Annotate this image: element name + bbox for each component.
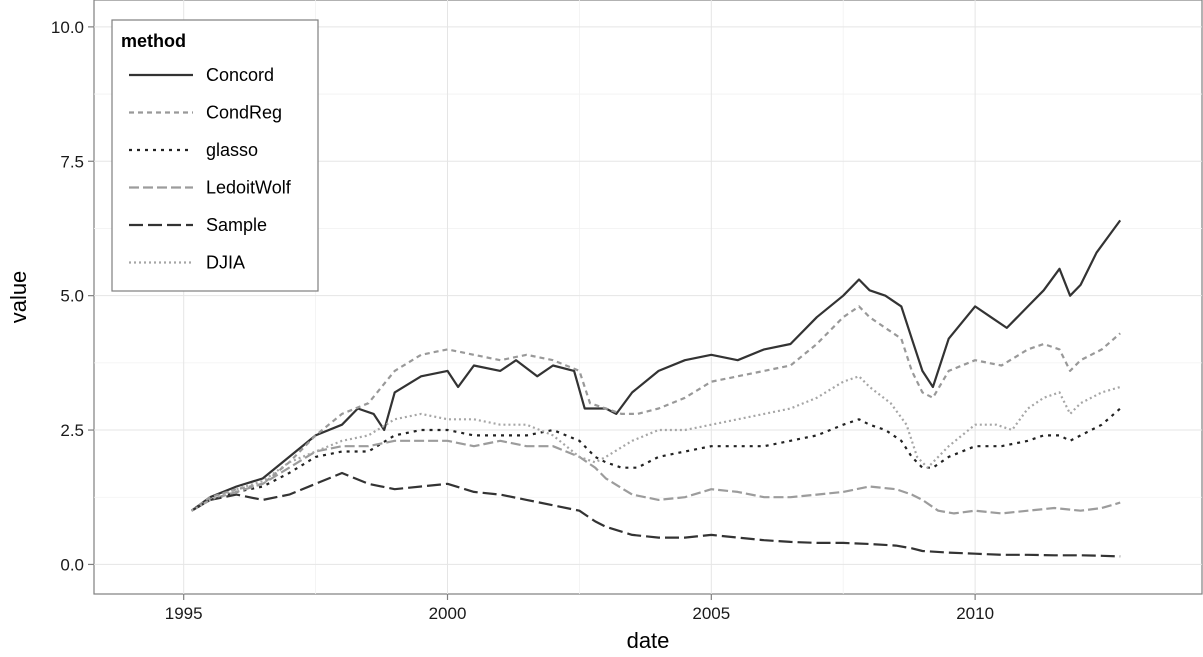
series-line-glasso: [191, 407, 1121, 512]
x-tick-label: 2005: [692, 604, 730, 623]
series-line-djia: [191, 375, 1121, 512]
legend-label-condreg: CondReg: [206, 103, 282, 123]
series-line-ledoitwolf: [191, 439, 1121, 515]
series-line-sample: [191, 471, 1121, 558]
legend-label-djia: DJIA: [206, 253, 245, 273]
legend-label-sample: Sample: [206, 215, 267, 235]
x-axis: 1995 2000 2005 2010: [165, 594, 994, 623]
y-tick-label: 7.5: [60, 152, 84, 171]
y-tick-label: 2.5: [60, 421, 84, 440]
y-axis: 0.0 2.5 5.0 7.5 10.0: [51, 18, 94, 574]
legend-title: method: [121, 31, 186, 51]
y-axis-title: value: [6, 271, 31, 324]
series-line-condreg: [190, 305, 1121, 512]
legend-items: Concord CondReg glasso LedoitWolf Sample DJIA: [129, 65, 292, 273]
x-axis-title: date: [627, 628, 670, 653]
series-line-concord: [190, 219, 1122, 512]
y-tick-label: 0.0: [60, 555, 84, 574]
legend-label-ledoitwolf: LedoitWolf: [206, 178, 292, 198]
x-tick-label: 2010: [956, 604, 994, 623]
legend: method Concord CondReg glasso LedoitWolf Sam…: [111, 19, 319, 292]
series-lines: [190, 219, 1122, 558]
legend-box: [111, 19, 319, 292]
x-tick-label: 2000: [429, 604, 467, 623]
y-tick-label: 10.0: [51, 18, 84, 37]
y-tick-label: 5.0: [60, 287, 84, 306]
x-tick-label: 1995: [165, 604, 203, 623]
legend-label-concord: Concord: [206, 65, 274, 85]
legend-label-glasso: glasso: [206, 140, 258, 160]
